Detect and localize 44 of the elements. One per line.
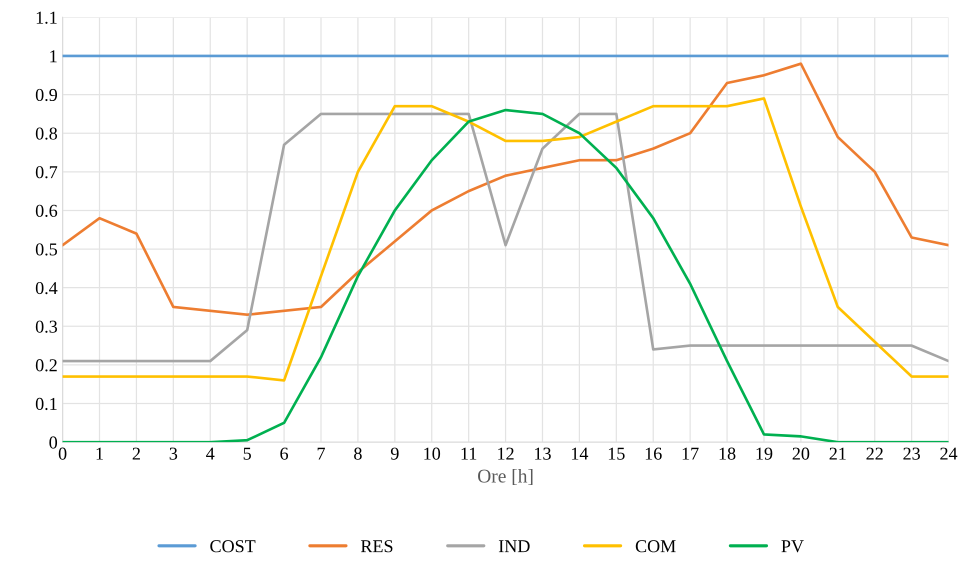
y-tick-label: 0.2 (36, 359, 57, 372)
x-tick-label: 24 (940, 448, 958, 460)
line-series (62, 62, 949, 316)
legend-label: IND (498, 540, 530, 552)
y-tick-label: 0.4 (36, 282, 58, 294)
x-tick-label: 15 (608, 448, 625, 460)
x-tick-label: 21 (830, 448, 846, 460)
x-axis-title: Ore [h] (478, 468, 532, 486)
x-tick-label: 6 (280, 448, 288, 460)
x-tick-label: 22 (866, 448, 883, 460)
legend-label: COST (210, 540, 256, 552)
x-tick-label: 3 (170, 448, 178, 460)
y-tick-label: 0 (49, 436, 58, 449)
x-tick-label: 9 (390, 448, 399, 460)
x-tick-label: 23 (903, 448, 920, 460)
x-tick-label: 1 (96, 448, 103, 460)
x-tick-label: 0 (58, 448, 66, 460)
x-tick-label: 18 (720, 448, 736, 460)
y-tick-label: 0.7 (36, 166, 58, 178)
x-tick-label: 20 (792, 448, 810, 460)
x-tick-label: 2 (132, 448, 140, 460)
x-tick-label: 7 (318, 448, 325, 460)
x-tick-label: 5 (244, 448, 251, 460)
x-tick-label: 10 (424, 448, 440, 460)
y-tick-label: 1.1 (36, 12, 57, 24)
y-tick-label: 0.3 (36, 320, 58, 333)
y-tick-label: 0.5 (36, 243, 58, 256)
x-tick-label: 14 (572, 448, 588, 460)
x-tick-label: 4 (206, 448, 214, 460)
legend-label: RES (360, 540, 392, 552)
x-tick-label: 11 (462, 448, 476, 460)
x-tick-label: 19 (756, 448, 772, 460)
x-tick-label: 16 (646, 448, 662, 460)
y-tick-label: 0.1 (36, 398, 57, 410)
x-tick-label: 12 (498, 448, 514, 460)
y-tick-label: 0.8 (36, 127, 58, 140)
x-tick-label: 17 (682, 448, 699, 460)
y-tick-label: 0.9 (36, 88, 57, 102)
legend-label: PV (781, 540, 804, 552)
x-tick-label: 8 (354, 448, 362, 460)
x-tick-label: 13 (535, 448, 551, 460)
y-tick-label: 0.6 (36, 204, 58, 217)
legend-label: COM (636, 540, 676, 552)
y-tick-label: 1 (50, 50, 57, 62)
